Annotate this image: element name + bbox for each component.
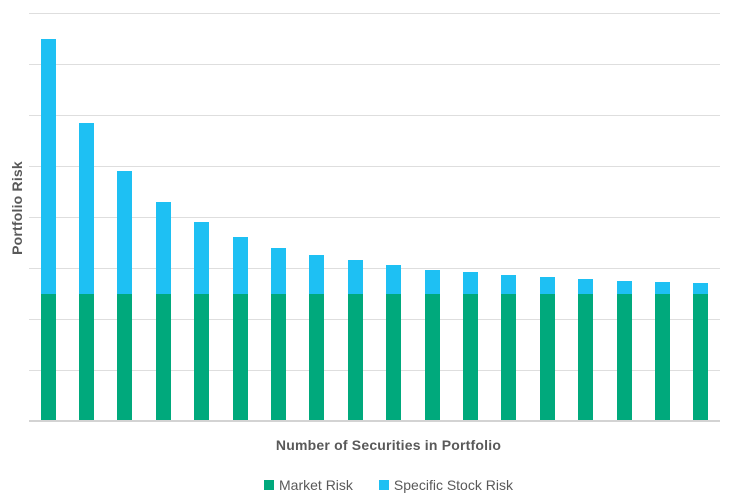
gridline [29, 114, 720, 116]
bar-segment-market-risk [117, 293, 133, 421]
gridline [29, 63, 720, 65]
bar-slot-5 [183, 222, 221, 421]
bar-slot-4 [144, 201, 182, 421]
bar-segment-market-risk [462, 293, 478, 421]
stacked-bar-5 [194, 222, 210, 421]
bar-slot-12 [451, 272, 489, 421]
bar-slot-16 [605, 280, 643, 421]
stacked-bar-9 [347, 260, 363, 421]
bar-segment-specific-stock-risk [271, 247, 287, 294]
bar-slot-9 [336, 260, 374, 421]
bar-slot-2 [67, 122, 105, 421]
bar-segment-specific-stock-risk [424, 269, 440, 294]
stacked-bar-15 [578, 279, 594, 421]
gridline [29, 267, 720, 269]
bar-segment-specific-stock-risk [155, 201, 171, 294]
stacked-bar-1 [40, 38, 56, 421]
stacked-bar-11 [424, 269, 440, 421]
bar-segment-market-risk [693, 293, 709, 421]
bar-segment-specific-stock-risk [616, 280, 632, 294]
bar-slot-1 [29, 38, 67, 421]
stacked-bar-16 [616, 280, 632, 421]
bar-slot-18 [682, 282, 720, 421]
bar-segment-market-risk [578, 293, 594, 421]
bar-segment-specific-stock-risk [79, 122, 95, 294]
legend: Market Risk Specific Stock Risk [29, 477, 748, 493]
bar-segment-specific-stock-risk [40, 38, 56, 294]
legend-label-specific-stock-risk: Specific Stock Risk [393, 477, 513, 493]
gridline [29, 369, 720, 371]
bar-segment-market-risk [232, 293, 248, 421]
plot-area [29, 12, 720, 422]
bar-segment-specific-stock-risk [501, 274, 517, 294]
bar-segment-specific-stock-risk [194, 222, 210, 294]
bar-segment-specific-stock-risk [309, 255, 325, 294]
legend-swatch-specific-stock-risk [378, 480, 389, 490]
bar-segment-specific-stock-risk [654, 281, 670, 294]
stacked-bar-14 [539, 277, 555, 421]
bar-segment-specific-stock-risk [386, 265, 402, 294]
bar-segment-market-risk [386, 293, 402, 421]
bar-segment-specific-stock-risk [347, 260, 363, 294]
bar-segment-market-risk [501, 293, 517, 421]
bar-segment-market-risk [309, 293, 325, 421]
bar-segment-market-risk [40, 293, 56, 421]
stacked-bar-2 [79, 122, 95, 421]
stacked-bar-13 [501, 274, 517, 421]
gridline [29, 318, 720, 320]
bar-slot-15 [566, 279, 604, 421]
x-axis-title: Number of Securities in Portfolio [275, 437, 502, 453]
bar-slot-13 [490, 274, 528, 421]
stacked-bar-18 [693, 282, 709, 421]
stacked-bar-4 [155, 201, 171, 421]
stacked-bar-8 [309, 255, 325, 421]
bar-slot-10 [375, 265, 413, 421]
bar-slot-17 [643, 281, 681, 421]
y-axis-title: Portfolio Risk [9, 161, 25, 255]
stacked-bar-6 [232, 237, 248, 421]
legend-swatch-market-risk [264, 480, 275, 490]
bar-slot-8 [298, 255, 336, 421]
bar-segment-market-risk [155, 293, 171, 421]
stacked-bar-3 [117, 171, 133, 421]
bar-segment-market-risk [271, 293, 287, 421]
bar-slot-6 [221, 237, 259, 421]
bar-slot-14 [528, 277, 566, 421]
bar-slot-3 [106, 171, 144, 421]
gridline [29, 165, 720, 167]
stacked-bar-12 [462, 272, 478, 421]
bar-segment-specific-stock-risk [539, 277, 555, 294]
bar-segment-specific-stock-risk [578, 279, 594, 294]
bar-segment-specific-stock-risk [462, 272, 478, 294]
gridline [29, 12, 720, 14]
gridline [29, 216, 720, 218]
bars-container [29, 13, 720, 421]
bar-segment-specific-stock-risk [117, 171, 133, 294]
stacked-bar-10 [386, 265, 402, 421]
bar-slot-11 [413, 269, 451, 421]
stacked-bar-17 [654, 281, 670, 421]
bar-segment-market-risk [79, 293, 95, 421]
bar-segment-specific-stock-risk [232, 237, 248, 294]
bar-segment-market-risk [424, 293, 440, 421]
bar-segment-specific-stock-risk [693, 282, 709, 294]
bar-segment-market-risk [347, 293, 363, 421]
legend-item-market-risk: Market Risk [264, 477, 353, 493]
bar-segment-market-risk [194, 293, 210, 421]
bar-segment-market-risk [654, 293, 670, 421]
bar-segment-market-risk [539, 293, 555, 421]
x-axis-line [29, 420, 720, 422]
stacked-bar-7 [271, 247, 287, 421]
legend-item-specific-stock-risk: Specific Stock Risk [378, 477, 513, 493]
bar-slot-7 [259, 247, 297, 421]
bar-segment-market-risk [616, 293, 632, 421]
legend-label-market-risk: Market Risk [279, 477, 353, 493]
